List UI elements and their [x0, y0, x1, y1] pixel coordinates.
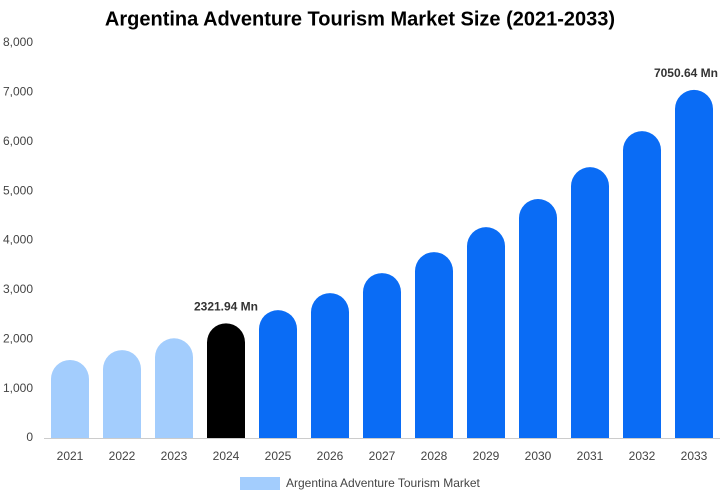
x-tick-label: 2026	[317, 449, 344, 463]
x-tick-label: 2029	[473, 449, 500, 463]
y-tick-label: 7,000	[3, 85, 33, 99]
bar	[259, 310, 297, 438]
data-label: 2321.94 Mn	[194, 300, 258, 314]
legend-label: Argentina Adventure Tourism Market	[286, 476, 481, 490]
y-tick-label: 5,000	[3, 183, 33, 197]
data-label: 7050.64 Mn	[654, 66, 718, 80]
bar	[207, 323, 245, 438]
bar	[311, 293, 349, 438]
y-tick-label: 1,000	[3, 381, 33, 395]
x-tick-label: 2027	[369, 449, 396, 463]
bar	[571, 167, 609, 438]
x-tick-label: 2031	[577, 449, 604, 463]
x-tick-label: 2024	[213, 449, 240, 463]
bar	[519, 199, 557, 438]
y-tick-label: 8,000	[3, 35, 33, 49]
bar	[467, 227, 505, 438]
x-tick-label: 2030	[525, 449, 552, 463]
y-tick-label: 2,000	[3, 331, 33, 345]
x-tick-label: 2025	[265, 449, 292, 463]
x-tick-label: 2032	[629, 449, 656, 463]
y-tick-label: 3,000	[3, 282, 33, 296]
y-tick-label: 4,000	[3, 233, 33, 247]
y-tick-label: 6,000	[3, 134, 33, 148]
x-tick-label: 2023	[161, 449, 188, 463]
y-tick-label: 0	[26, 430, 33, 444]
bar	[415, 252, 453, 438]
legend-swatch	[240, 477, 280, 490]
bar	[155, 338, 193, 438]
chart-title: Argentina Adventure Tourism Market Size …	[105, 8, 615, 30]
x-tick-label: 2021	[57, 449, 84, 463]
bar	[623, 131, 661, 438]
x-tick-label: 2022	[109, 449, 136, 463]
x-tick-label: 2033	[681, 449, 708, 463]
bar	[363, 273, 401, 438]
bar	[51, 359, 89, 438]
bar	[675, 89, 713, 439]
bar	[103, 350, 141, 438]
x-tick-label: 2028	[421, 449, 448, 463]
